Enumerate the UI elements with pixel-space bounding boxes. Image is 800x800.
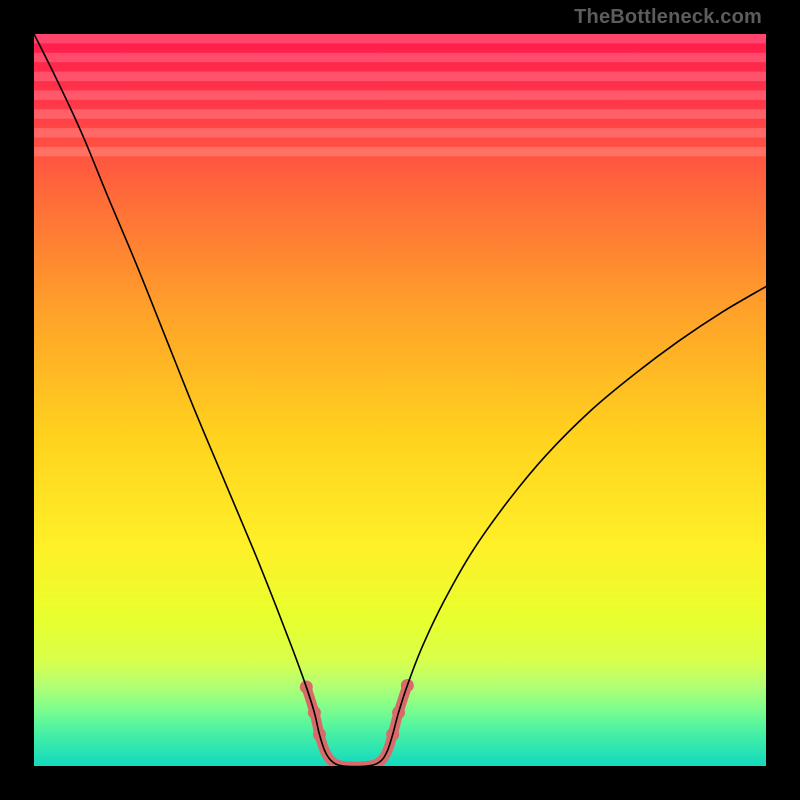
plot-area	[34, 34, 766, 766]
gradient-background	[34, 34, 766, 766]
chart-frame: TheBottleneck.com	[0, 0, 800, 800]
watermark-text: TheBottleneck.com	[574, 6, 762, 29]
plot-svg	[34, 34, 766, 766]
